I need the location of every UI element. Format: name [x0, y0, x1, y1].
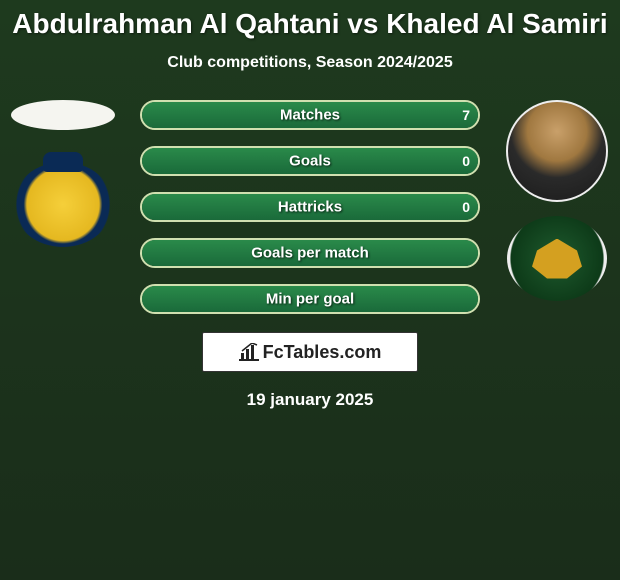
stat-label: Goals per match	[251, 245, 369, 262]
left-player-column	[8, 100, 118, 247]
stat-label: Hattricks	[278, 199, 342, 216]
stat-value-right: 7	[462, 107, 470, 123]
stat-label: Min per goal	[266, 291, 354, 308]
snapshot-date: 19 january 2025	[0, 390, 620, 410]
left-club-badge	[13, 162, 113, 247]
stat-row: Goals per match	[140, 238, 480, 268]
right-player-column	[502, 100, 612, 301]
page-title: Abdulrahman Al Qahtani vs Khaled Al Sami…	[0, 0, 620, 40]
comparison-panel: Matches 7 Goals 0 Hattricks 0 Goals per match M…	[0, 100, 620, 410]
stat-row: Hattricks 0	[140, 192, 480, 222]
left-player-photo-placeholder	[11, 100, 115, 130]
attribution-text: FcTables.com	[263, 342, 382, 363]
stat-row: Matches 7	[140, 100, 480, 130]
stat-label: Matches	[280, 107, 340, 124]
stat-label: Goals	[289, 153, 331, 170]
stat-bars: Matches 7 Goals 0 Hattricks 0 Goals per match M…	[140, 100, 480, 314]
subtitle: Club competitions, Season 2024/2025	[0, 54, 620, 72]
stat-value-right: 0	[462, 153, 470, 169]
right-player-photo	[506, 100, 608, 202]
chart-icon	[239, 343, 259, 361]
attribution-badge: FcTables.com	[202, 332, 418, 372]
right-club-badge	[507, 216, 607, 301]
stat-row: Goals 0	[140, 146, 480, 176]
stat-value-right: 0	[462, 199, 470, 215]
stat-row: Min per goal	[140, 284, 480, 314]
